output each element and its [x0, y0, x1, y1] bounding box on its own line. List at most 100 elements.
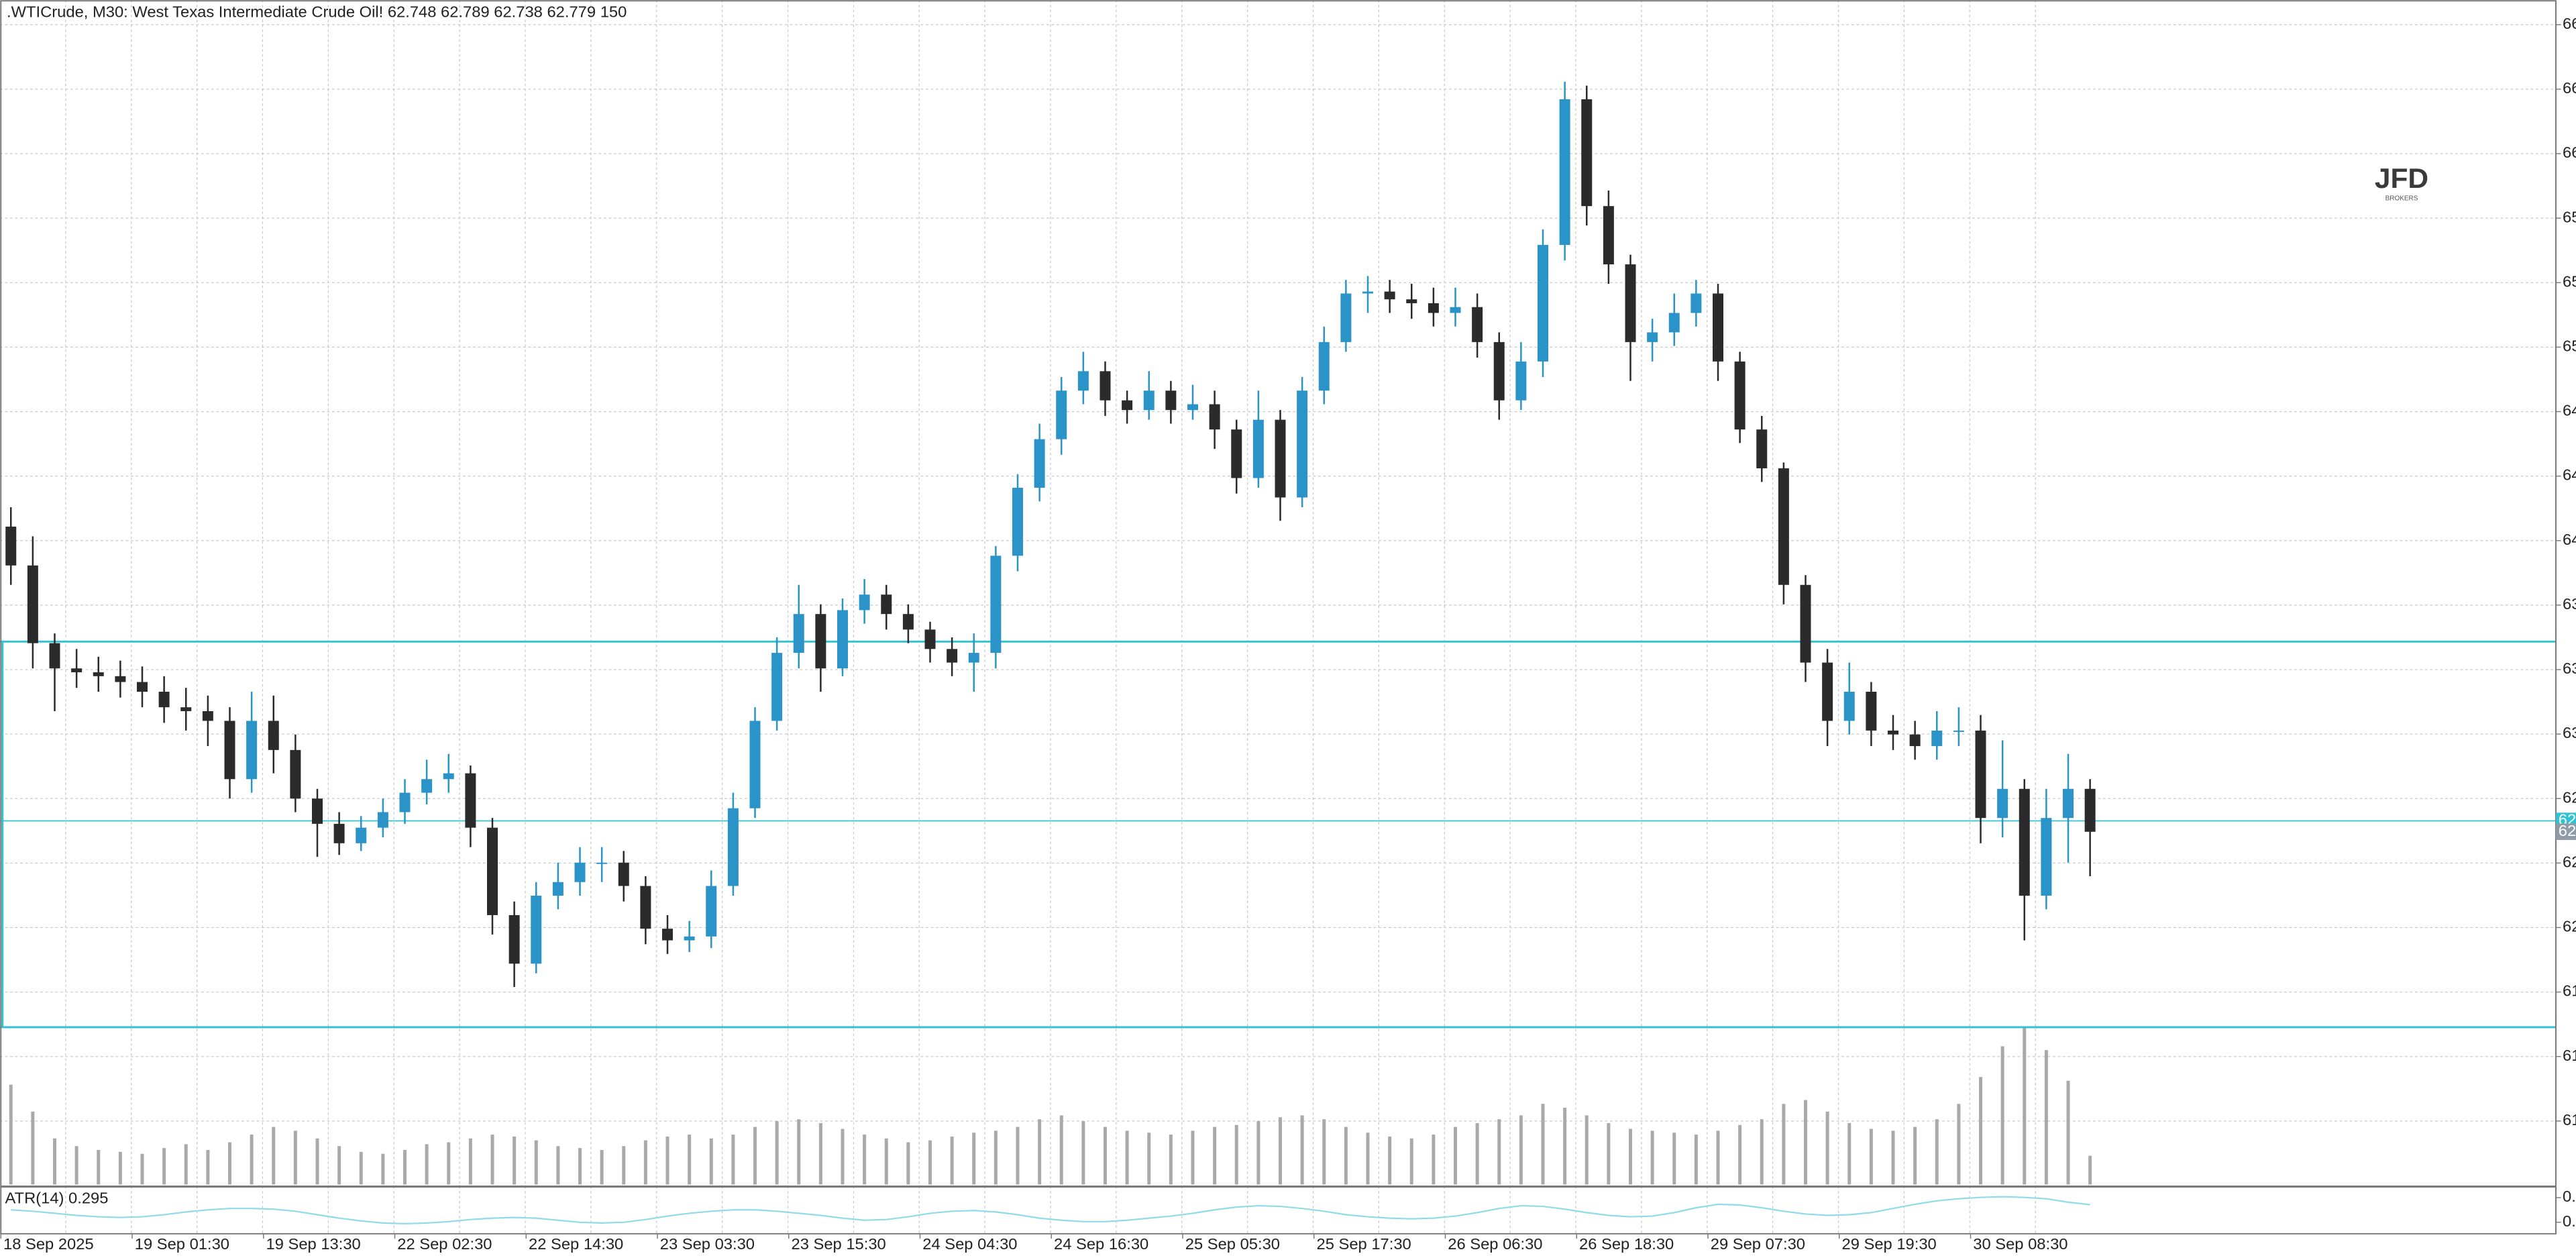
volume-bar [1344, 1126, 1348, 1185]
volume-bar [643, 1140, 647, 1185]
candle-body [1778, 468, 1789, 585]
volume-bar [118, 1151, 122, 1185]
candle-body [1034, 439, 1045, 488]
x-tick-label: 25 Sep 17:30 [1317, 1235, 1411, 1253]
volume-bar [381, 1153, 385, 1185]
candle-body [1734, 361, 1746, 430]
volume-bar [818, 1122, 822, 1185]
candle-body [902, 614, 914, 630]
candle-body [1012, 487, 1023, 556]
volume-bar [1869, 1128, 1873, 1185]
candle-body [531, 895, 542, 964]
volume-bar [1191, 1131, 1195, 1185]
candle-body [1909, 734, 1921, 747]
volume-bar [2000, 1046, 2004, 1185]
candle-body [246, 721, 258, 780]
candle-body [1318, 342, 1330, 391]
candle-body [312, 798, 323, 824]
candle-body [640, 886, 651, 929]
volume-bar [1322, 1119, 1326, 1185]
volume-bar [688, 1135, 692, 1185]
candle-body [1668, 313, 1680, 333]
x-tick-label: 24 Sep 04:30 [922, 1235, 1017, 1253]
candle-body [487, 827, 498, 915]
candle-body [158, 691, 170, 708]
volume-bar [2044, 1050, 2048, 1185]
volume-bar [578, 1148, 582, 1185]
volume-bar [841, 1128, 845, 1185]
volume-bar [1825, 1111, 1829, 1185]
candle-body [443, 773, 454, 780]
y-tick-label: 63.946 [2563, 595, 2576, 613]
volume-bar [1038, 1119, 1042, 1185]
candle-body [137, 682, 148, 692]
volume-bar [665, 1136, 669, 1185]
candle-body [924, 629, 936, 649]
candle-body [71, 668, 83, 673]
volume-bar [1388, 1136, 1392, 1185]
candle-body [706, 886, 717, 937]
candle-body [508, 914, 520, 964]
candle-body [1362, 291, 1374, 294]
y-tick-label: 66.270 [2563, 144, 2576, 161]
y-tick-label: 65.606 [2563, 273, 2576, 291]
candle-body [552, 882, 564, 896]
candle-body [1122, 400, 1133, 411]
volume-bar [1847, 1122, 1851, 1185]
x-tick-label: 29 Sep 07:30 [1711, 1235, 1805, 1253]
candle-body [1953, 730, 1964, 732]
candle-body [268, 721, 279, 750]
candle-body [180, 707, 192, 711]
volume-bar [359, 1151, 363, 1185]
candle-body [93, 672, 104, 676]
volume-bar [950, 1136, 954, 1185]
volume-bar [1104, 1126, 1107, 1185]
indicator-line [11, 1196, 2090, 1225]
y-tick-label: 62.286 [2563, 918, 2576, 935]
volume-bar [1804, 1100, 1807, 1185]
candle-body [1581, 99, 1593, 207]
candle-body [1822, 662, 1833, 721]
volume-bar [775, 1121, 779, 1185]
volume-bar [206, 1149, 210, 1185]
candle-body [990, 556, 1002, 653]
y-tick-label: 66.602 [2563, 79, 2576, 97]
volume-bar [1016, 1126, 1020, 1185]
volume-bar [1891, 1131, 1895, 1185]
volume-bar [2066, 1080, 2070, 1185]
x-tick-label: 29 Sep 19:30 [1842, 1235, 1937, 1253]
y-tick-label: 65.938 [2563, 209, 2576, 226]
candle-body [1165, 390, 1177, 411]
candle-body [618, 862, 629, 886]
candle-body [968, 653, 979, 663]
candle-body [1559, 99, 1570, 246]
volume-bar [97, 1149, 101, 1185]
candle-body [399, 792, 411, 812]
volume-bar [1979, 1077, 1982, 1185]
candle-body [49, 643, 60, 669]
candle-body [1340, 293, 1352, 342]
candle-body [1077, 371, 1089, 391]
volume-bar [1147, 1133, 1151, 1185]
volume-bar [1256, 1121, 1260, 1185]
volume-bar [1541, 1104, 1545, 1185]
volume-bar [490, 1135, 494, 1185]
candle-body [1625, 264, 1636, 342]
volume-bar [1519, 1115, 1523, 1185]
x-tick-label: 24 Sep 16:30 [1054, 1235, 1148, 1253]
candle-body [749, 721, 761, 808]
candle-body [771, 653, 783, 721]
candle-body [1843, 691, 1855, 721]
volume-bar [513, 1136, 517, 1185]
last-price-tag [2556, 823, 2576, 840]
volume-bar [184, 1144, 188, 1185]
candle-body [1756, 429, 1768, 469]
x-tick-label: 25 Sep 05:30 [1185, 1235, 1280, 1253]
volume-bar [556, 1146, 560, 1185]
volume-bar [2023, 1027, 2027, 1185]
candle-body [1187, 404, 1198, 411]
x-tick-label: 26 Sep 06:30 [1448, 1235, 1542, 1253]
candle-body [377, 812, 388, 828]
chart-header: .WTICrude, M30: West Texas Intermediate … [7, 3, 627, 21]
